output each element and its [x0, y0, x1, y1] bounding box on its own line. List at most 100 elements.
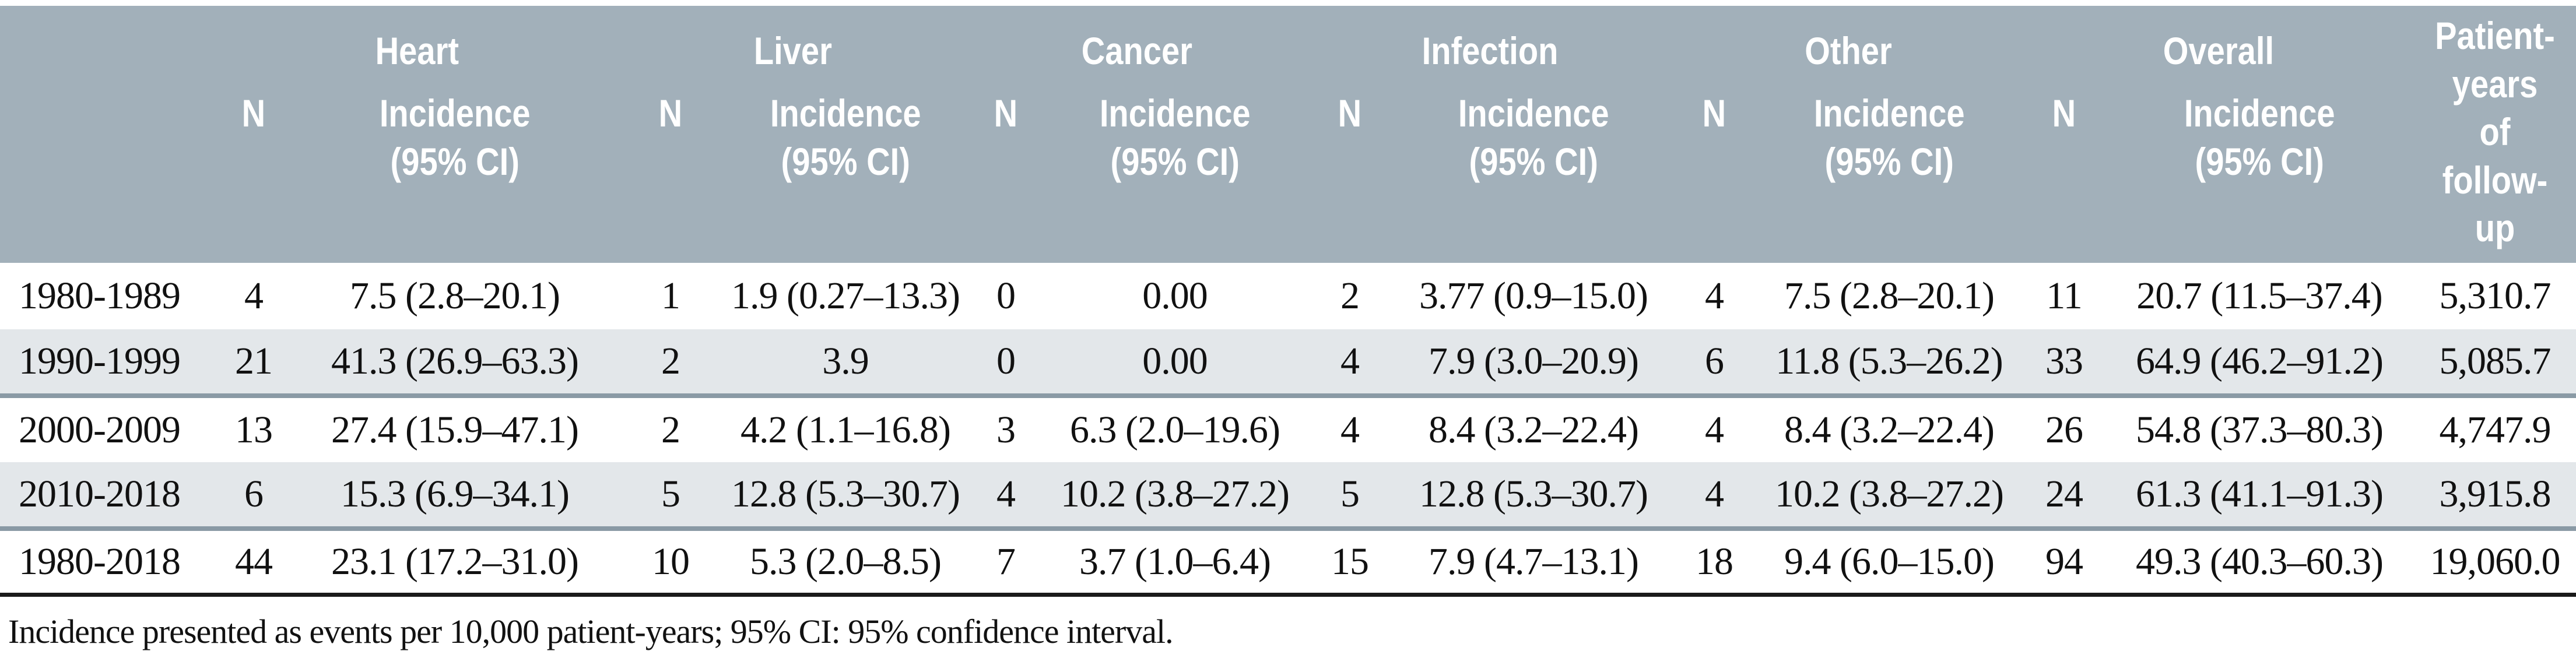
table-footnote: Incidence presented as events per 10,000…	[8, 613, 1174, 650]
cancer-n-cell: 7	[996, 540, 1016, 583]
column-header-heart: Heart	[216, 6, 618, 90]
period-cell: 2000-2009	[19, 408, 181, 451]
period-cell: 1980-1989	[19, 274, 181, 317]
incidence-label: Incidence (95% CI)	[1099, 92, 1251, 183]
column-header-liver: Liver	[618, 6, 968, 90]
overall-incidence-cell: 20.7 (11.5–37.4)	[2136, 274, 2383, 317]
heart-group-label: Heart	[375, 29, 459, 72]
incidence-label: Incidence (95% CI)	[379, 92, 531, 183]
cancer-n-cell: 0	[996, 274, 1016, 317]
cancer-group-label: Cancer	[1081, 29, 1193, 72]
n-label: N	[2052, 92, 2076, 135]
overall-n-cell: 33	[2023, 329, 2105, 396]
column-header-cancer: Cancer	[968, 6, 1306, 90]
period-cell: 2010-2018	[0, 462, 216, 529]
n-label: N	[994, 92, 1018, 135]
overall-n-cell: 94	[2045, 540, 2083, 583]
infection-group-label: Infection	[1422, 29, 1558, 72]
patient-years-cell: 5,085.7	[2414, 329, 2576, 396]
liver-incidence-cell: 3.9	[723, 329, 968, 396]
column-header-overall: Overall	[2023, 6, 2414, 90]
cancer-incidence-cell: 3.7 (1.0–6.4)	[1079, 540, 1271, 583]
infection-incidence-cell: 7.9 (3.0–20.9)	[1394, 329, 1673, 396]
liver-incidence-cell: 12.8 (5.3–30.7)	[723, 462, 968, 529]
overall-incidence-cell: 49.3 (40.3–60.3)	[2136, 540, 2384, 583]
infection-incidence-cell: 12.8 (5.3–30.7)	[1394, 462, 1673, 529]
cancer-n-header: N	[968, 89, 1044, 263]
heart-incidence-cell: 27.4 (15.9–47.1)	[331, 408, 579, 451]
other-n-cell: 4	[1705, 408, 1724, 451]
liver-n-cell: 2	[618, 329, 723, 396]
n-label: N	[1702, 92, 1726, 135]
liver-n-cell: 2	[661, 408, 680, 451]
incidence-label: Incidence (95% CI)	[1458, 92, 1609, 183]
table-row-1990-1999: 1990-1999 21 41.3 (26.9–63.3) 2 3.9 0 0.…	[0, 329, 2576, 396]
patient-years-label: Patient-years of follow-up	[2435, 14, 2555, 249]
patient-years-cell: 5,310.7	[2439, 274, 2552, 317]
infection-n-cell: 2	[1340, 274, 1360, 317]
liver-incidence-cell: 5.3 (2.0–8.5)	[750, 540, 942, 583]
cancer-incidence-cell: 6.3 (2.0–19.6)	[1070, 408, 1280, 451]
incidence-label: Incidence (95% CI)	[770, 92, 921, 183]
other-n-cell: 4	[1705, 274, 1724, 317]
n-label: N	[241, 92, 266, 135]
incidence-label: Incidence (95% CI)	[2184, 92, 2335, 183]
liver-n-cell: 10	[652, 540, 690, 583]
liver-incidence-cell: 4.2 (1.1–16.8)	[740, 408, 951, 451]
infection-incidence-cell: 3.77 (0.9–15.0)	[1419, 274, 1648, 317]
heart-incidence-cell: 23.1 (17.2–31.0)	[331, 540, 579, 583]
overall-n-cell: 26	[2045, 408, 2083, 451]
cancer-n-cell: 4	[968, 462, 1044, 529]
heart-incidence-cell: 15.3 (6.9–34.1)	[292, 462, 618, 529]
liver-n-header: N	[618, 89, 723, 263]
other-group-label: Other	[1805, 29, 1892, 72]
other-incidence-cell: 7.5 (2.8–20.1)	[1784, 274, 1995, 317]
column-header-infection: Infection	[1306, 6, 1673, 90]
cancer-n-cell: 0	[968, 329, 1044, 396]
sub-header-row: N Incidence (95% CI) N Incidence (95% CI…	[0, 89, 2576, 263]
other-n-cell: 18	[1696, 540, 1733, 583]
infection-n-cell: 15	[1331, 540, 1369, 583]
infection-incidence-cell: 7.9 (4.7–13.1)	[1429, 540, 1639, 583]
liver-n-cell: 5	[618, 462, 723, 529]
liver-group-label: Liver	[753, 29, 833, 72]
infection-incidence-cell: 8.4 (3.2–22.4)	[1429, 408, 1639, 451]
liver-incidence-header: Incidence (95% CI)	[723, 89, 968, 263]
overall-incidence-cell: 64.9 (46.2–91.2)	[2105, 329, 2414, 396]
table-row-2000-2009: 2000-2009 13 27.4 (15.9–47.1) 2 4.2 (1.1…	[0, 396, 2576, 462]
liver-n-cell: 1	[661, 274, 680, 317]
column-header-other: Other	[1673, 6, 2023, 90]
other-incidence-cell: 9.4 (6.0–15.0)	[1784, 540, 1995, 583]
table-body: 1980-1989 4 7.5 (2.8–20.1) 1 1.9 (0.27–1…	[0, 263, 2576, 595]
heart-n-cell: 44	[235, 540, 273, 583]
overall-incidence-cell: 61.3 (41.1–91.3)	[2105, 462, 2414, 529]
period-cell: 1990-1999	[0, 329, 216, 396]
cancer-incidence-cell: 0.00	[1142, 274, 1208, 317]
table-row-1980-1989: 1980-1989 4 7.5 (2.8–20.1) 1 1.9 (0.27–1…	[0, 263, 2576, 329]
overall-incidence-cell: 54.8 (37.3–80.3)	[2136, 408, 2384, 451]
incidence-table: Heart Liver Cancer Infection Other Overa…	[0, 6, 2576, 597]
patient-years-cell: 4,747.9	[2439, 408, 2552, 451]
heart-incidence-cell: 7.5 (2.8–20.1)	[350, 274, 560, 317]
heart-n-cell: 21	[216, 329, 292, 396]
other-n-cell: 4	[1673, 462, 1755, 529]
column-header-patient-years: Patient-years of follow-up	[2414, 6, 2576, 263]
infection-n-cell: 4	[1340, 408, 1360, 451]
liver-incidence-cell: 1.9 (0.27–13.3)	[731, 274, 960, 317]
heart-n-header: N	[216, 89, 292, 263]
other-incidence-cell: 10.2 (3.8–27.2)	[1755, 462, 2023, 529]
patient-years-cell: 3,915.8	[2414, 462, 2576, 529]
infection-n-header: N	[1306, 89, 1394, 263]
other-incidence-header: Incidence (95% CI)	[1755, 89, 2023, 263]
table-row-2010-2018: 2010-2018 6 15.3 (6.9–34.1) 5 12.8 (5.3–…	[0, 462, 2576, 529]
overall-incidence-header: Incidence (95% CI)	[2105, 89, 2414, 263]
other-incidence-cell: 8.4 (3.2–22.4)	[1784, 408, 1995, 451]
other-incidence-cell: 11.8 (5.3–26.2)	[1755, 329, 2023, 396]
overall-n-cell: 24	[2023, 462, 2105, 529]
heart-n-cell: 4	[244, 274, 264, 317]
heart-incidence-header: Incidence (95% CI)	[292, 89, 618, 263]
heart-n-cell: 13	[235, 408, 273, 451]
n-label: N	[658, 92, 683, 135]
cancer-incidence-header: Incidence (95% CI)	[1044, 89, 1306, 263]
